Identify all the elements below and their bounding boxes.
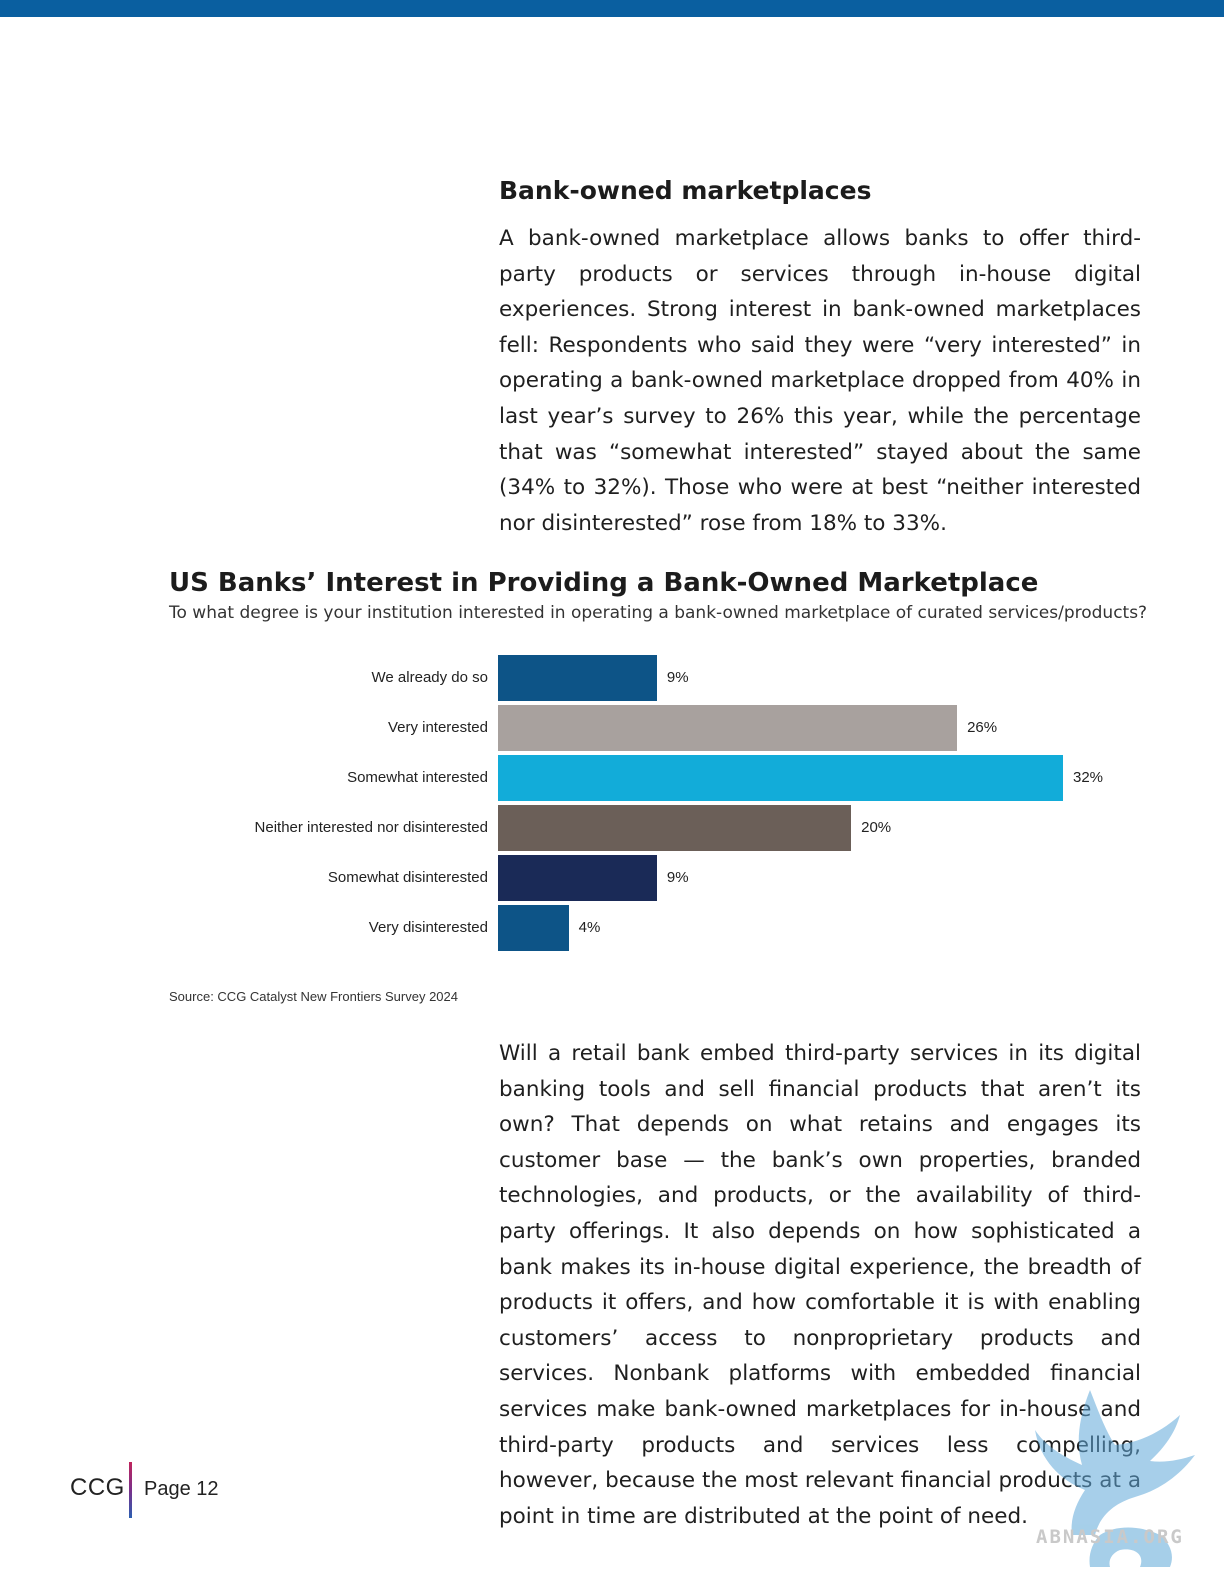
bar bbox=[498, 655, 657, 701]
bar-label: Somewhat disinterested bbox=[327, 869, 488, 886]
bar-value-label: 9% bbox=[666, 869, 689, 886]
bar-value-label: 20% bbox=[861, 819, 892, 836]
page-number: Page 12 bbox=[144, 1478, 219, 1500]
chart-title: US Banks’ Interest in Providing a Bank-O… bbox=[169, 568, 1039, 598]
body-paragraph: Will a retail bank embed third-party ser… bbox=[499, 1041, 1141, 1529]
bar-row: Somewhat interested 32% bbox=[160, 755, 1160, 801]
bar-value-label: 26% bbox=[967, 719, 998, 736]
bar-row: Very interested 26% bbox=[160, 705, 1160, 751]
bar-chart: We already do so 9% Very interested 26% Some… bbox=[160, 655, 1160, 967]
bar bbox=[498, 755, 1063, 801]
bar bbox=[498, 855, 657, 901]
bar bbox=[498, 805, 852, 851]
bar-label: Very interested bbox=[387, 719, 488, 736]
griffin-watermark-icon bbox=[1035, 1390, 1195, 1567]
watermark-text: ABNASIA.ORG bbox=[1036, 1526, 1184, 1548]
bar-value-label: 4% bbox=[578, 919, 601, 936]
chart-subtitle: To what degree is your institution inter… bbox=[169, 603, 1148, 623]
bar-row: We already do so 9% bbox=[160, 655, 1160, 701]
bar-value-label: 32% bbox=[1073, 769, 1104, 786]
top-accent-bar bbox=[0, 0, 1224, 17]
chart-source: Source: CCG Catalyst New Frontiers Surve… bbox=[169, 989, 458, 1004]
bar-label: We already do so bbox=[371, 669, 488, 686]
bar bbox=[498, 705, 958, 751]
footer-divider bbox=[129, 1462, 132, 1518]
bar-label: Neither interested nor disinterested bbox=[254, 819, 488, 836]
bar-label: Somewhat interested bbox=[347, 769, 488, 786]
bar bbox=[498, 905, 569, 951]
bar-row: Somewhat disinterested 9% bbox=[160, 855, 1160, 901]
bar-row: Very disinterested 4% bbox=[160, 905, 1160, 951]
bar-label: Very disinterested bbox=[368, 919, 488, 936]
intro-paragraph: A bank-owned marketplace allows banks to… bbox=[499, 226, 1141, 536]
bar-value-label: 9% bbox=[666, 669, 689, 686]
bar-row: Neither interested nor disinterested 20% bbox=[160, 805, 1160, 851]
ccg-logo: CCG bbox=[70, 1474, 125, 1501]
section-heading: Bank-owned marketplaces bbox=[499, 176, 872, 205]
